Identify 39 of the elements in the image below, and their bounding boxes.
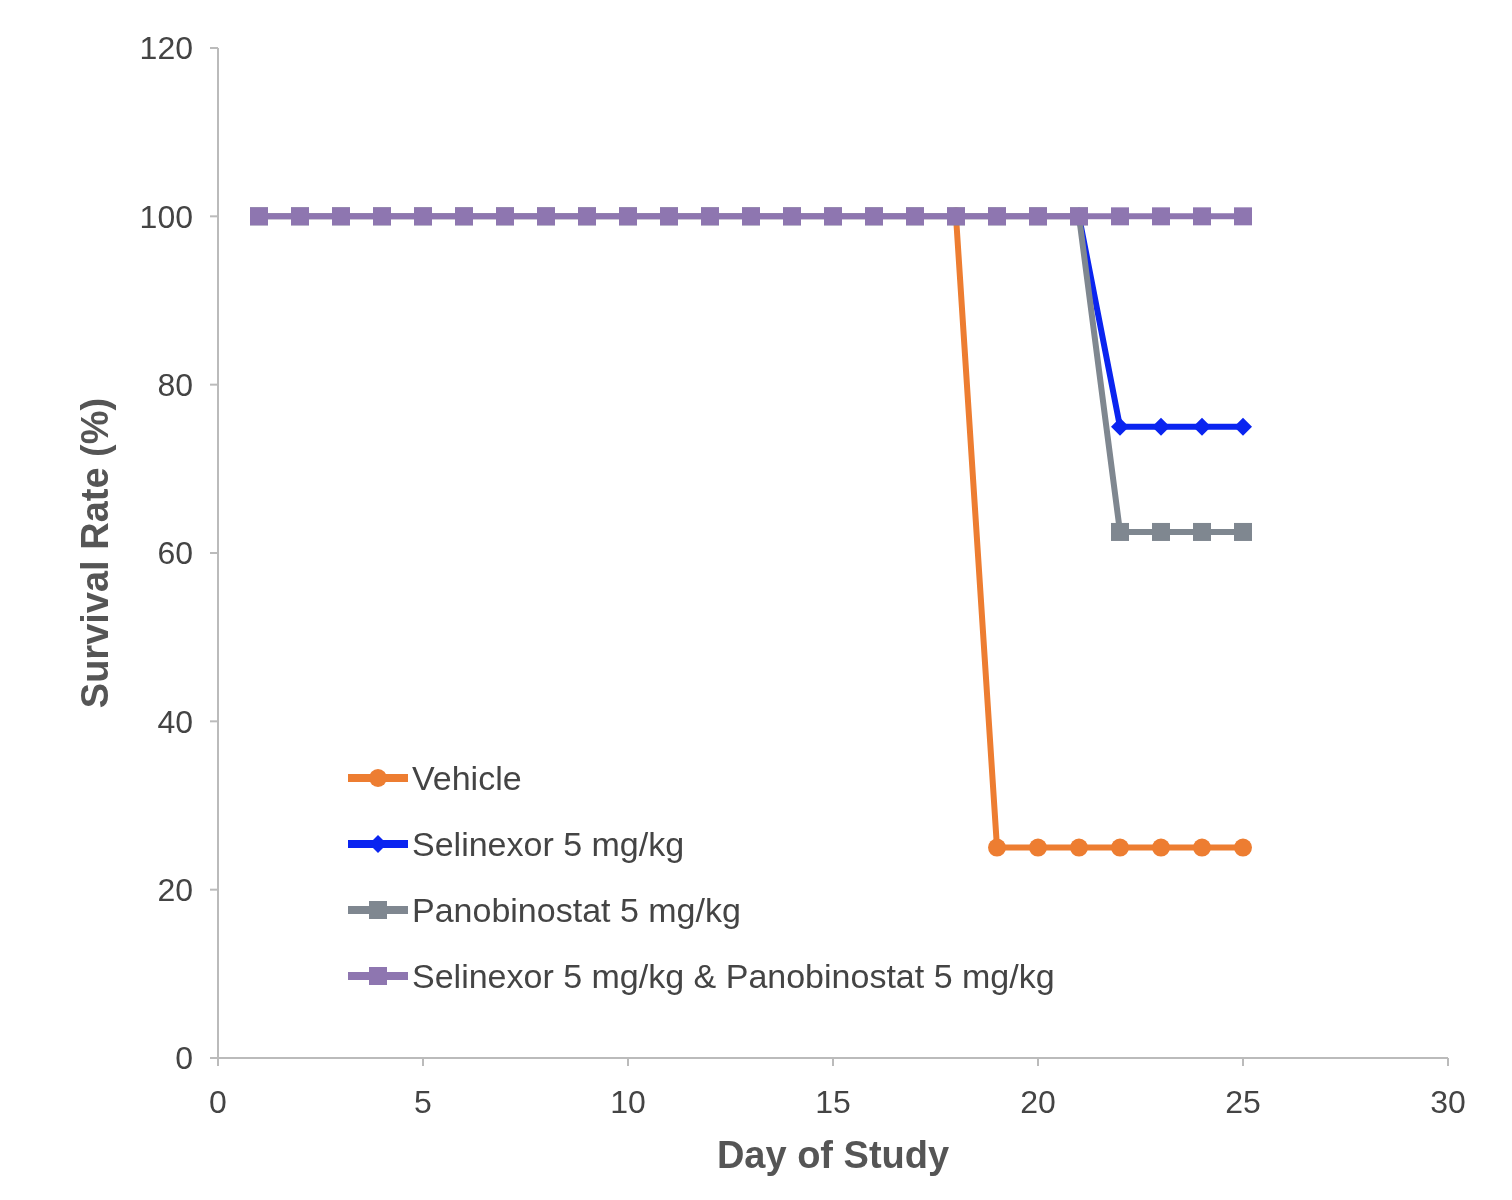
- x-tick-label: 5: [414, 1084, 432, 1120]
- point: [1152, 838, 1170, 857]
- x-tick-label: 15: [815, 1084, 851, 1120]
- y-tick-label: 60: [157, 535, 193, 572]
- point: [1152, 522, 1170, 541]
- legend-label: Panobinostat 5 mg/kg: [412, 890, 741, 929]
- point: [1111, 417, 1129, 436]
- point: [1111, 207, 1129, 226]
- point: [1234, 838, 1252, 857]
- y-tick-label: 100: [139, 198, 193, 235]
- x-tick-label: 10: [610, 1084, 646, 1120]
- point: [1234, 207, 1252, 226]
- point: [1111, 522, 1129, 541]
- x-tick-label: 20: [1020, 1084, 1056, 1120]
- legend-label: Selinexor 5 mg/kg: [412, 824, 685, 863]
- point: [1070, 838, 1088, 857]
- point: [1234, 522, 1252, 541]
- x-tick-label: 30: [1430, 1084, 1466, 1120]
- y-tick-label: 40: [157, 703, 193, 740]
- point: [1193, 838, 1211, 857]
- x-tick-label: 0: [209, 1084, 227, 1120]
- legend-label: Vehicle: [412, 758, 522, 797]
- point: [1234, 417, 1252, 436]
- point: [1193, 417, 1211, 436]
- y-tick-label: 120: [139, 30, 193, 67]
- y-axis-title: Survival Rate (%): [74, 397, 116, 709]
- point: [1029, 838, 1047, 857]
- point: [988, 838, 1006, 857]
- point: [1193, 207, 1211, 226]
- y-tick-label: 20: [157, 871, 193, 908]
- point: [1111, 838, 1129, 857]
- y-tick-label: 0: [175, 1040, 193, 1077]
- legend-label: Selinexor 5 mg/kg & Panobinostat 5 mg/kg: [412, 956, 1055, 995]
- point: [1152, 207, 1170, 226]
- x-axis-title: Day of Study: [716, 1134, 950, 1176]
- point: [1193, 522, 1211, 541]
- point: [1152, 417, 1170, 436]
- x-tick-label: 25: [1225, 1084, 1261, 1120]
- y-tick-label: 80: [157, 366, 193, 403]
